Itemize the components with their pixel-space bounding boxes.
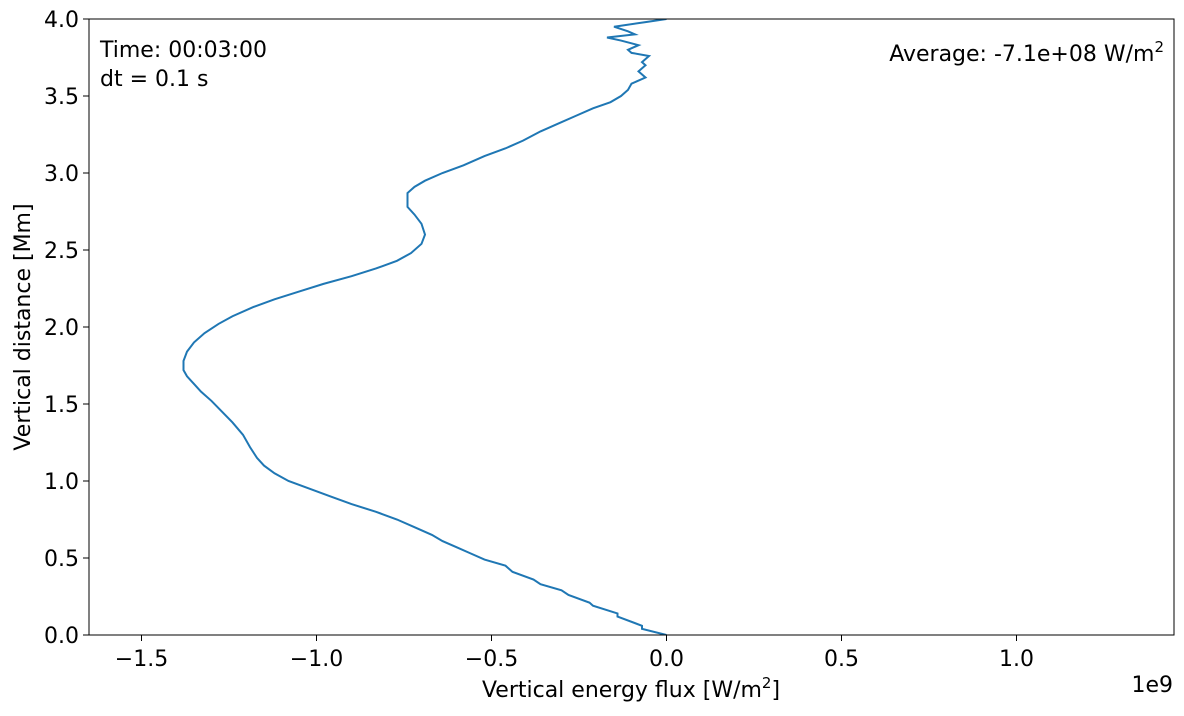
- time-annotation: Time: 00:03:00: [99, 38, 267, 63]
- y-tick-label: 2.0: [44, 316, 79, 341]
- x-tick-label: −0.5: [465, 647, 518, 672]
- x-tick-label: 0.0: [649, 647, 684, 672]
- y-tick-label: 1.0: [44, 470, 79, 495]
- x-tick-label: 0.5: [824, 647, 859, 672]
- y-tick-label: 4.0: [44, 8, 79, 33]
- y-tick-label: 2.5: [44, 239, 79, 264]
- x-axis-label: Vertical energy flux [W/m2]: [482, 674, 780, 703]
- y-tick-label: 3.0: [44, 162, 79, 187]
- y-tick-label: 3.5: [44, 85, 79, 110]
- average-annotation: Average: -7.1e+08 W/m2: [889, 38, 1164, 67]
- y-tick-label: 0.5: [44, 547, 79, 572]
- y-axis-label: Vertical distance [Mm]: [11, 203, 36, 450]
- x-offset-text: 1e9: [1131, 673, 1173, 698]
- dt-annotation: dt = 0.1 s: [100, 67, 208, 92]
- y-tick-label: 1.5: [44, 393, 79, 418]
- x-tick-label: −1.5: [115, 647, 168, 672]
- y-tick-label: 0.0: [44, 624, 79, 649]
- x-tick-label: −1.0: [290, 647, 343, 672]
- x-tick-label: 1.0: [999, 647, 1034, 672]
